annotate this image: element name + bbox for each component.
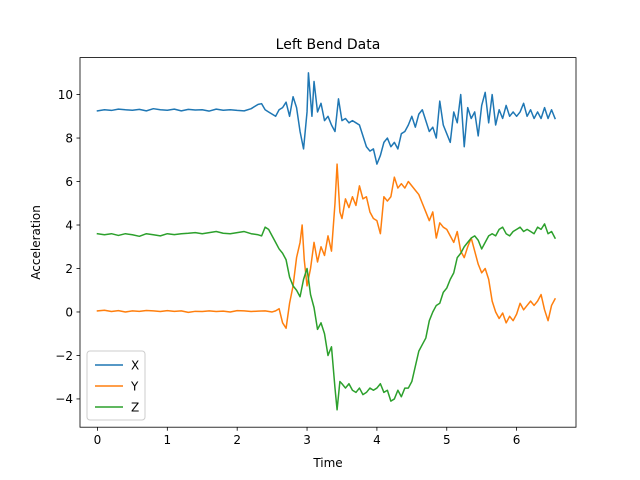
series-layer — [96, 72, 557, 411]
plot-frame — [79, 57, 577, 428]
legend-label-z: Z — [131, 400, 139, 414]
chart-title: Left Bend Data — [276, 37, 381, 53]
legend: XYZ — [86, 350, 146, 421]
x-tick-label: 6 — [513, 433, 521, 447]
x-axis-label: Time — [312, 456, 342, 470]
y-tick-label: 6 — [65, 175, 73, 189]
series-line-y — [96, 163, 557, 330]
y-tick-label: 2 — [65, 262, 73, 276]
x-tick-label: 1 — [164, 433, 172, 447]
x-tick-label: 5 — [443, 433, 451, 447]
y-axis-label: Acceleration — [29, 205, 43, 280]
series-line-z — [96, 223, 557, 411]
y-tick-label: −4 — [55, 392, 73, 406]
legend-label-y: Y — [130, 379, 139, 393]
ticks-layer: 0 1 2 3 4 5 6 −4 −2 0 2 4 6 8 10 — [55, 88, 520, 447]
y-tick-label: 0 — [65, 305, 73, 319]
y-tick-label: 4 — [65, 218, 73, 232]
y-tick-label: 10 — [58, 88, 73, 102]
legend-label-x: X — [131, 358, 139, 372]
y-tick-label: 8 — [65, 131, 73, 145]
y-tick-label: −2 — [55, 349, 73, 363]
x-tick-label: 4 — [373, 433, 381, 447]
x-tick-label: 0 — [94, 433, 102, 447]
x-tick-label: 2 — [233, 433, 241, 447]
x-tick-label: 3 — [303, 433, 311, 447]
series-line-x — [96, 72, 557, 165]
